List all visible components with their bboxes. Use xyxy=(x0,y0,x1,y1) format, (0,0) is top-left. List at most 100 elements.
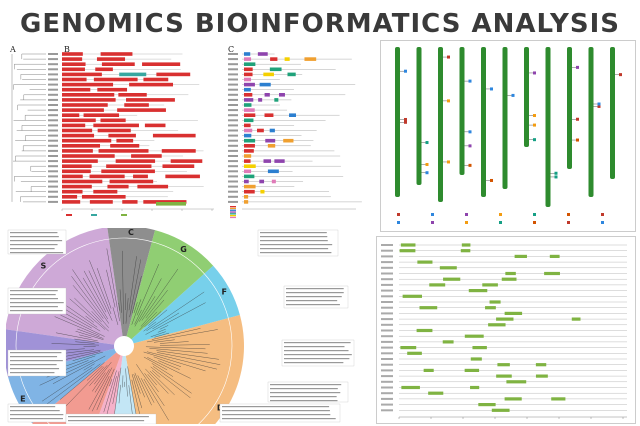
gene-label xyxy=(48,195,58,198)
legend-swatch xyxy=(499,213,502,216)
domain-box xyxy=(407,351,422,355)
clade-label: F xyxy=(221,288,226,297)
legend-swatch xyxy=(121,214,127,216)
tree-branch xyxy=(59,362,105,400)
motif-box xyxy=(267,169,279,174)
gene-label xyxy=(48,124,58,127)
clade-sector xyxy=(126,230,214,340)
tree-branch xyxy=(145,346,206,350)
annotation-text-line xyxy=(286,288,344,290)
tree-branch xyxy=(118,384,121,404)
tree-branch xyxy=(106,269,116,308)
annotation-text-line xyxy=(10,410,60,412)
protein-label xyxy=(381,375,393,378)
tree-branch xyxy=(144,373,159,393)
annotation-box xyxy=(7,403,67,423)
protein-label xyxy=(381,352,393,355)
tree-branch xyxy=(139,311,158,331)
tree-branch xyxy=(72,285,109,328)
domain-box xyxy=(506,380,527,384)
tree-branch xyxy=(109,379,113,387)
motif-box xyxy=(279,93,285,97)
exon-bar xyxy=(96,57,126,61)
tree-branch xyxy=(145,289,168,319)
gene-label xyxy=(48,144,58,147)
clade-sector xyxy=(6,228,123,345)
legend-swatch xyxy=(567,213,570,216)
domain-box xyxy=(535,363,547,367)
annotation-text-line xyxy=(10,364,57,366)
tree-branch xyxy=(118,302,120,311)
exon-bar xyxy=(62,154,115,158)
chromosome xyxy=(567,47,572,169)
motif-box xyxy=(257,52,268,56)
tree-branch xyxy=(140,378,155,403)
tree-branch xyxy=(148,309,168,326)
domain-box xyxy=(505,271,516,276)
exon-bar xyxy=(101,169,155,174)
protein-label xyxy=(381,380,393,383)
chromosome xyxy=(610,47,615,179)
motif-box xyxy=(265,138,276,143)
motif-panel: C xyxy=(226,44,366,220)
tree-branch xyxy=(134,278,162,327)
domain-box xyxy=(482,283,498,287)
tree-branch xyxy=(156,350,219,360)
exon-bar xyxy=(144,123,166,128)
exon-bar xyxy=(109,179,154,184)
tree-branch xyxy=(112,371,120,405)
annotation-text-line xyxy=(10,360,63,362)
tree-branch xyxy=(75,341,95,344)
annotation-text-line xyxy=(10,306,58,308)
tree-branch xyxy=(145,368,169,394)
protein-label xyxy=(228,98,238,101)
domain-box xyxy=(496,317,514,321)
protein-label xyxy=(228,170,238,173)
gene-marker xyxy=(554,175,558,179)
tree-branch xyxy=(69,298,106,330)
annotation-text-line xyxy=(260,248,329,250)
motif-box xyxy=(244,72,253,77)
motif-box xyxy=(244,189,255,194)
tree-branch xyxy=(72,269,109,324)
exon-bar xyxy=(129,82,174,87)
tree-branch xyxy=(159,341,189,344)
tree-branch xyxy=(157,328,166,333)
domain-box xyxy=(429,283,446,287)
tree-branch xyxy=(92,372,106,392)
tree-branch xyxy=(74,338,99,343)
gene-label xyxy=(48,93,58,96)
exon-bar xyxy=(62,133,95,138)
tree-branch xyxy=(152,366,192,394)
motif-box xyxy=(258,98,263,102)
protein-label xyxy=(381,358,393,360)
annotation-text-line xyxy=(10,244,58,246)
tree-branch xyxy=(127,366,138,424)
motif-box xyxy=(257,128,264,133)
gene-label xyxy=(48,180,58,183)
gene-label xyxy=(48,134,58,137)
gene-marker xyxy=(533,123,536,127)
protein-label xyxy=(228,139,238,142)
tree-branch xyxy=(131,299,142,325)
tree-branch xyxy=(119,289,122,313)
tree-branch xyxy=(144,311,162,328)
legend-swatch xyxy=(230,215,236,217)
exon-bar xyxy=(62,159,98,163)
tree-branch xyxy=(141,268,179,321)
domain-box xyxy=(460,249,471,253)
motif-box xyxy=(244,179,249,184)
annotation-text-line xyxy=(260,232,327,234)
tree-branch xyxy=(89,365,108,386)
motif-box xyxy=(289,113,297,117)
tree-branch xyxy=(159,325,169,330)
chromosome xyxy=(438,47,443,202)
motif-box xyxy=(244,154,252,158)
domain-box xyxy=(504,311,523,315)
protein-label xyxy=(228,114,238,117)
legend-swatch xyxy=(601,213,604,216)
tree-branch xyxy=(145,302,206,335)
panel-label-a: A xyxy=(10,45,16,54)
exon-bar xyxy=(108,133,136,138)
tree-branch xyxy=(128,256,137,311)
